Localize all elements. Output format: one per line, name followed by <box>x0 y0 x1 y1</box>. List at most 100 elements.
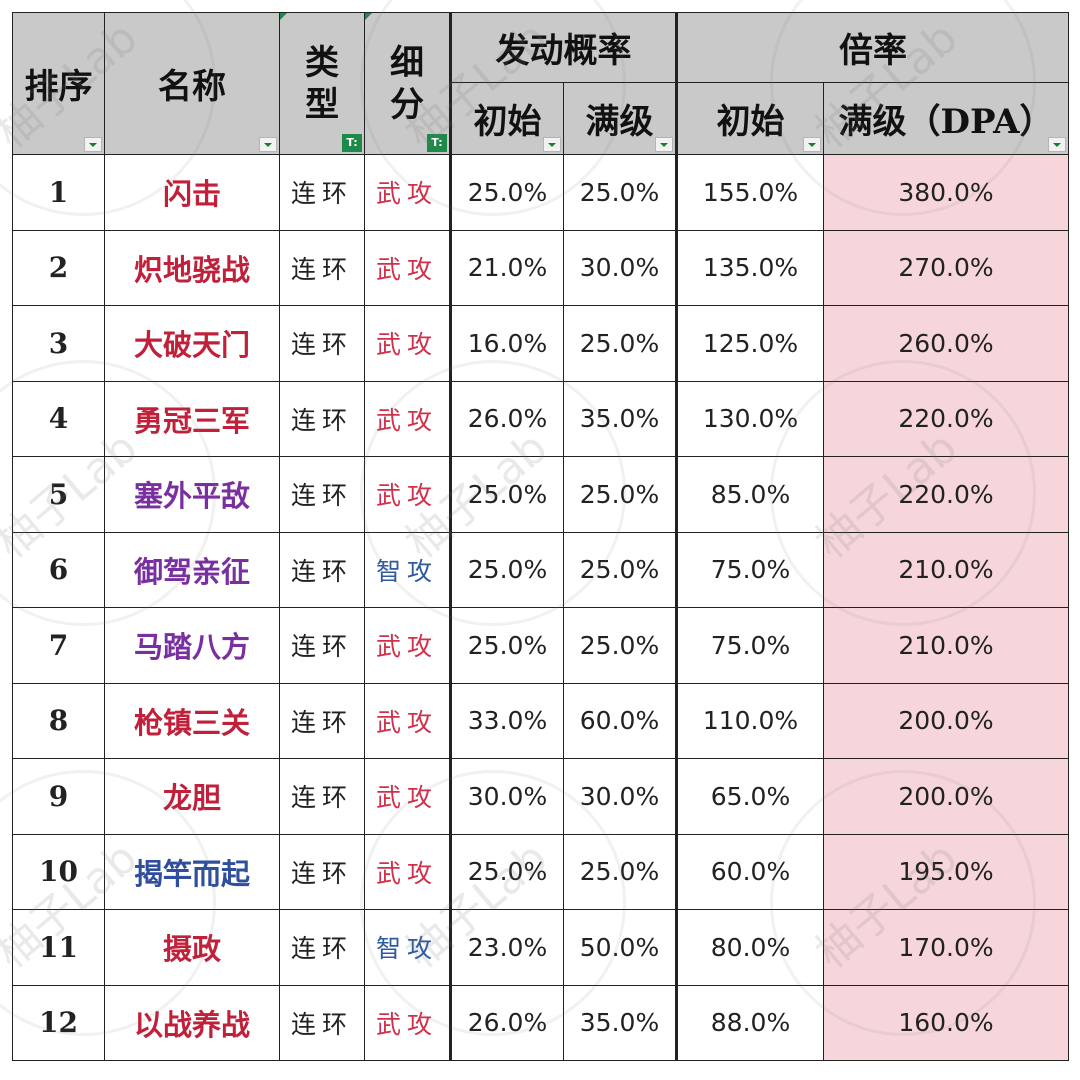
mult-init-cell[interactable]: 125.0% <box>675 305 824 382</box>
rank-cell[interactable]: 7 <box>12 607 105 684</box>
mult-max-cell[interactable]: 200.0% <box>823 758 1069 835</box>
type-cell[interactable]: 连环 <box>279 682 365 759</box>
table-row[interactable]: 10 揭竿而起 连环 武攻 25.0% 25.0% 60.0% 195.0% <box>12 833 1069 910</box>
filter-active-icon[interactable]: T: <box>342 134 362 152</box>
name-cell[interactable]: 勇冠三军 <box>104 380 280 457</box>
subtype-cell[interactable]: 武攻 <box>364 758 451 835</box>
trigger-max-cell[interactable]: 35.0% <box>563 984 677 1061</box>
table-row[interactable]: 4 勇冠三军 连环 武攻 26.0% 35.0% 130.0% 220.0% <box>12 380 1069 457</box>
mult-max-cell[interactable]: 210.0% <box>823 607 1069 684</box>
mult-max-cell[interactable]: 220.0% <box>823 456 1069 533</box>
rank-cell[interactable]: 5 <box>12 456 105 533</box>
mult-init-cell[interactable]: 155.0% <box>675 154 824 231</box>
mult-max-cell[interactable]: 200.0% <box>823 682 1069 759</box>
trigger-init-cell[interactable]: 16.0% <box>449 305 564 382</box>
mult-init-cell[interactable]: 75.0% <box>675 531 824 608</box>
trigger-init-cell[interactable]: 25.0% <box>449 531 564 608</box>
table-row[interactable]: 8 枪镇三关 连环 武攻 33.0% 60.0% 110.0% 200.0% <box>12 682 1069 759</box>
type-cell[interactable]: 连环 <box>279 380 365 457</box>
table-row[interactable]: 9 龙胆 连环 武攻 30.0% 30.0% 65.0% 200.0% <box>12 758 1069 835</box>
mult-init-cell[interactable]: 88.0% <box>675 984 824 1061</box>
type-cell[interactable]: 连环 <box>279 154 365 231</box>
name-cell[interactable]: 龙胆 <box>104 758 280 835</box>
trigger-init-cell[interactable]: 26.0% <box>449 380 564 457</box>
mult-init-cell[interactable]: 130.0% <box>675 380 824 457</box>
type-cell[interactable]: 连环 <box>279 909 365 986</box>
mult-max-cell[interactable]: 260.0% <box>823 305 1069 382</box>
table-row[interactable]: 6 御驾亲征 连环 智攻 25.0% 25.0% 75.0% 210.0% <box>12 531 1069 608</box>
mult-max-cell[interactable]: 380.0% <box>823 154 1069 231</box>
table-row[interactable]: 5 塞外平敌 连环 武攻 25.0% 25.0% 85.0% 220.0% <box>12 456 1069 533</box>
trigger-init-cell[interactable]: 25.0% <box>449 833 564 910</box>
type-cell[interactable]: 连环 <box>279 984 365 1061</box>
type-cell[interactable]: 连环 <box>279 229 365 306</box>
rank-cell[interactable]: 4 <box>12 380 105 457</box>
trigger-init-cell[interactable]: 25.0% <box>449 154 564 231</box>
name-cell[interactable]: 揭竿而起 <box>104 833 280 910</box>
mult-init-cell[interactable]: 85.0% <box>675 456 824 533</box>
table-row[interactable]: 2 炽地骁战 连环 武攻 21.0% 30.0% 135.0% 270.0% <box>12 229 1069 306</box>
name-cell[interactable]: 御驾亲征 <box>104 531 280 608</box>
trigger-max-cell[interactable]: 25.0% <box>563 154 677 231</box>
filter-dropdown-icon[interactable] <box>259 137 277 152</box>
trigger-init-cell[interactable]: 25.0% <box>449 607 564 684</box>
trigger-max-cell[interactable]: 50.0% <box>563 909 677 986</box>
filter-dropdown-icon[interactable] <box>84 137 102 152</box>
table-row[interactable]: 11 摄政 连环 智攻 23.0% 50.0% 80.0% 170.0% <box>12 909 1069 986</box>
filter-dropdown-icon[interactable] <box>543 137 561 152</box>
table-row[interactable]: 3 大破天门 连环 武攻 16.0% 25.0% 125.0% 260.0% <box>12 305 1069 382</box>
subtype-cell[interactable]: 武攻 <box>364 833 451 910</box>
rank-cell[interactable]: 11 <box>12 909 105 986</box>
rank-cell[interactable]: 3 <box>12 305 105 382</box>
rank-cell[interactable]: 1 <box>12 154 105 231</box>
mult-max-cell[interactable]: 170.0% <box>823 909 1069 986</box>
mult-init-cell[interactable]: 110.0% <box>675 682 824 759</box>
subtype-cell[interactable]: 武攻 <box>364 305 451 382</box>
type-cell[interactable]: 连环 <box>279 456 365 533</box>
name-cell[interactable]: 炽地骁战 <box>104 229 280 306</box>
table-row[interactable]: 7 马踏八方 连环 武攻 25.0% 25.0% 75.0% 210.0% <box>12 607 1069 684</box>
type-cell[interactable]: 连环 <box>279 305 365 382</box>
type-cell[interactable]: 连环 <box>279 531 365 608</box>
table-row[interactable]: 1 闪击 连环 武攻 25.0% 25.0% 155.0% 380.0% <box>12 154 1069 231</box>
trigger-max-cell[interactable]: 30.0% <box>563 758 677 835</box>
trigger-init-cell[interactable]: 33.0% <box>449 682 564 759</box>
subtype-cell[interactable]: 智攻 <box>364 909 451 986</box>
rank-cell[interactable]: 10 <box>12 833 105 910</box>
type-cell[interactable]: 连环 <box>279 758 365 835</box>
trigger-max-cell[interactable]: 35.0% <box>563 380 677 457</box>
trigger-init-cell[interactable]: 25.0% <box>449 456 564 533</box>
subtype-cell[interactable]: 武攻 <box>364 607 451 684</box>
name-cell[interactable]: 以战养战 <box>104 984 280 1061</box>
mult-init-cell[interactable]: 75.0% <box>675 607 824 684</box>
name-cell[interactable]: 塞外平敌 <box>104 456 280 533</box>
trigger-max-cell[interactable]: 25.0% <box>563 305 677 382</box>
subtype-cell[interactable]: 武攻 <box>364 229 451 306</box>
trigger-max-cell[interactable]: 25.0% <box>563 531 677 608</box>
mult-init-cell[interactable]: 60.0% <box>675 833 824 910</box>
trigger-max-cell[interactable]: 25.0% <box>563 833 677 910</box>
rank-cell[interactable]: 2 <box>12 229 105 306</box>
rank-cell[interactable]: 9 <box>12 758 105 835</box>
name-cell[interactable]: 枪镇三关 <box>104 682 280 759</box>
mult-init-cell[interactable]: 65.0% <box>675 758 824 835</box>
trigger-init-cell[interactable]: 30.0% <box>449 758 564 835</box>
trigger-init-cell[interactable]: 23.0% <box>449 909 564 986</box>
subtype-cell[interactable]: 武攻 <box>364 456 451 533</box>
filter-dropdown-icon[interactable] <box>655 137 673 152</box>
trigger-max-cell[interactable]: 60.0% <box>563 682 677 759</box>
name-cell[interactable]: 大破天门 <box>104 305 280 382</box>
table-row[interactable]: 12 以战养战 连环 武攻 26.0% 35.0% 88.0% 160.0% <box>12 984 1069 1061</box>
type-cell[interactable]: 连环 <box>279 607 365 684</box>
name-cell[interactable]: 摄政 <box>104 909 280 986</box>
filter-dropdown-icon[interactable] <box>803 137 821 152</box>
trigger-max-cell[interactable]: 25.0% <box>563 456 677 533</box>
rank-cell[interactable]: 12 <box>12 984 105 1061</box>
filter-active-icon[interactable]: T: <box>427 134 447 152</box>
trigger-max-cell[interactable]: 30.0% <box>563 229 677 306</box>
mult-max-cell[interactable]: 160.0% <box>823 984 1069 1061</box>
trigger-max-cell[interactable]: 25.0% <box>563 607 677 684</box>
subtype-cell[interactable]: 智攻 <box>364 531 451 608</box>
subtype-cell[interactable]: 武攻 <box>364 682 451 759</box>
name-cell[interactable]: 闪击 <box>104 154 280 231</box>
